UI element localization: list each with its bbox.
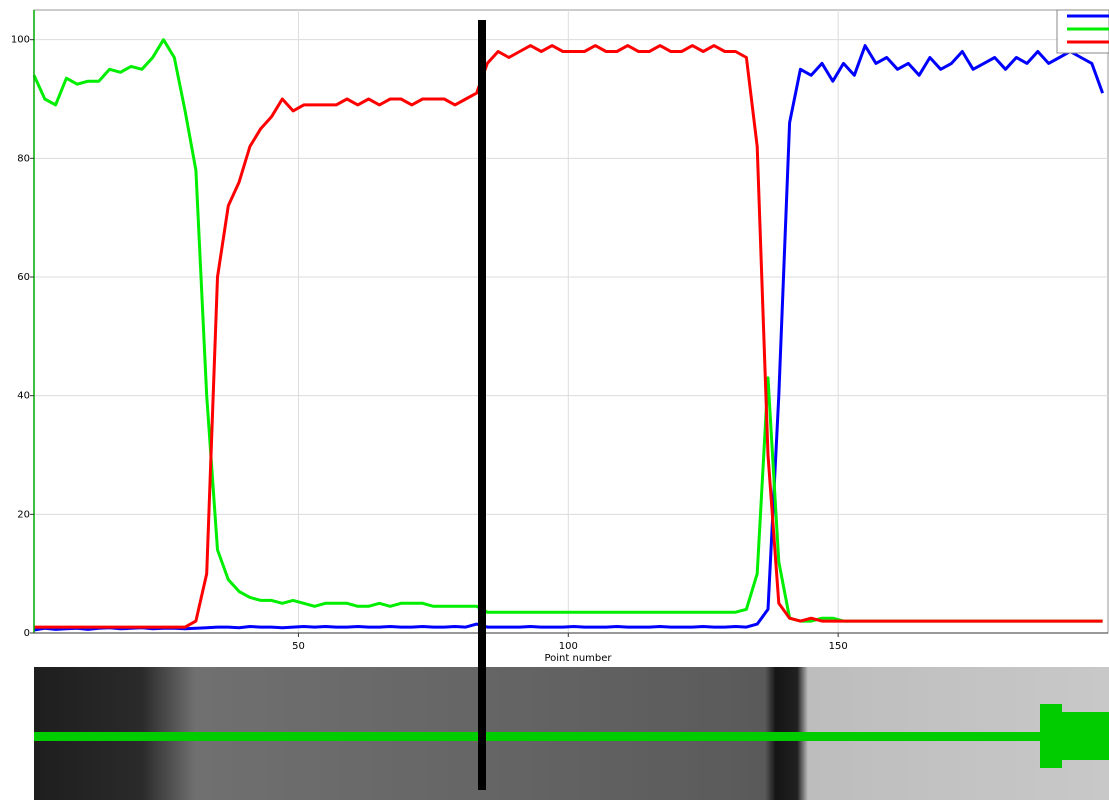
y-tick-label: 80 <box>17 153 30 164</box>
cursor[interactable] <box>478 20 486 790</box>
y-tick-label: 20 <box>17 509 30 520</box>
y-tick-label: 60 <box>17 272 30 283</box>
scan-marker <box>1062 712 1109 760</box>
x-tick-label: 150 <box>829 641 848 652</box>
series <box>32 38 1105 632</box>
plot-area <box>33 9 1109 634</box>
y-tick-label: 40 <box>17 391 30 402</box>
x-tick-label: 100 <box>559 641 578 652</box>
y-tick-label: 100 <box>11 35 30 46</box>
scan-line <box>34 732 1109 741</box>
series-line <box>34 44 1103 629</box>
scan-marker <box>1040 704 1062 768</box>
camera-image <box>34 667 1109 800</box>
x-axis-label: Point number <box>544 653 612 664</box>
y-tick-label: 0 <box>24 628 30 639</box>
legend <box>1056 9 1109 54</box>
series-line <box>33 44 1105 632</box>
x-tick-label: 50 <box>292 641 305 652</box>
